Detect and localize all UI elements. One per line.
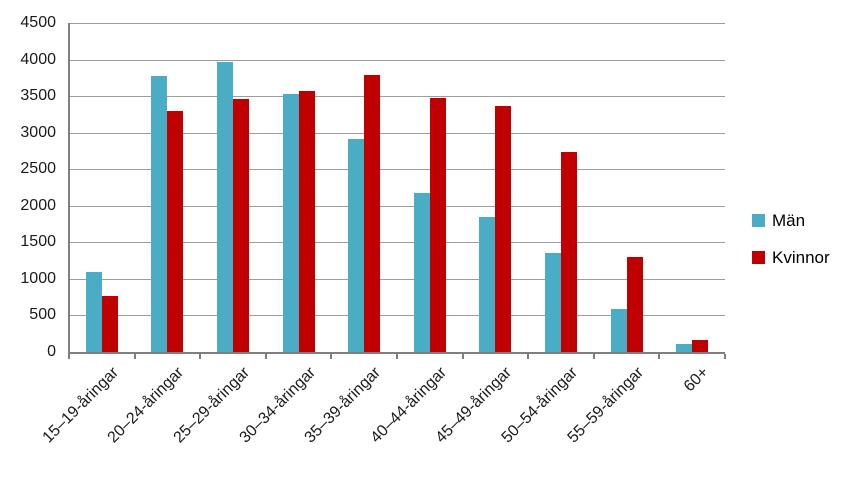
y-axis-tick-label: 500 (29, 306, 56, 324)
bar-män-8 (545, 253, 561, 352)
x-category-label: 50–54-åringar (498, 364, 582, 447)
bar-män-1 (85, 272, 102, 352)
x-category-label: 60+ (680, 364, 713, 396)
bar-kvinnor-5 (364, 75, 381, 352)
bar-män-3 (217, 62, 233, 352)
x-axis-tick (264, 354, 267, 359)
bar-män-10 (676, 344, 693, 352)
x-category-label: 40–44-åringar (367, 364, 450, 447)
legend-entry-man: Män (752, 210, 830, 231)
x-category-label: 45–49-åringar (432, 364, 516, 447)
x-axis-tick (658, 354, 661, 359)
x-axis-tick (724, 354, 726, 359)
gridline (69, 59, 725, 61)
legend-entry-kvinnor: Kvinnor (752, 247, 830, 268)
legend: Män Kvinnor (752, 210, 830, 284)
x-axis-tick (133, 354, 136, 359)
y-axis-tick-label: 2500 (20, 160, 56, 178)
x-category-label: 15–19-åringar (39, 364, 122, 447)
gridline (69, 23, 725, 24)
bar-män-5 (348, 139, 365, 352)
x-category-label: 35–39-åringar (301, 364, 385, 447)
legend-swatch-kvinnor-icon (752, 251, 765, 264)
y-axis-tick-label: 3000 (20, 123, 56, 141)
bar-män-7 (479, 217, 496, 352)
x-axis-tick (199, 354, 202, 359)
bar-kvinnor-1 (101, 296, 118, 352)
x-axis-tick (592, 354, 595, 359)
bar-kvinnor-9 (626, 257, 643, 352)
gridline (69, 278, 725, 280)
x-category-label: 55–59-åringar (564, 364, 647, 447)
x-axis-line (69, 352, 725, 354)
bar-män-6 (413, 193, 430, 352)
x-category-label: 25–29-åringar (170, 364, 254, 447)
legend-label-kvinnor: Kvinnor (772, 248, 830, 267)
bar-män-4 (282, 94, 299, 352)
bar-kvinnor-10 (692, 340, 709, 352)
bar-män-9 (610, 309, 627, 352)
gridline (69, 132, 725, 134)
y-axis-tick-label: 1500 (20, 233, 56, 251)
bar-kvinnor-7 (495, 106, 512, 352)
legend-label-man: Män (772, 211, 806, 230)
bar-kvinnor-3 (233, 99, 249, 352)
gridline (69, 169, 725, 171)
bar-kvinnor-4 (298, 91, 315, 352)
legend-swatch-man-icon (752, 214, 765, 227)
y-axis-tick-label: 3500 (20, 87, 56, 105)
x-axis-tick (527, 354, 530, 359)
bar-kvinnor-6 (429, 98, 446, 352)
x-axis-tick (461, 354, 464, 359)
y-axis-tick-label: 4000 (20, 50, 56, 68)
bar-kvinnor-8 (561, 152, 577, 352)
y-axis-tick-label: 2000 (20, 196, 56, 214)
y-axis-line (68, 23, 70, 354)
gridline (69, 205, 725, 207)
x-axis-tick (396, 354, 398, 359)
x-axis-tick (330, 354, 333, 359)
gridline (69, 96, 725, 98)
gridline (69, 315, 725, 317)
x-category-label: 20–24-åringar (104, 364, 188, 447)
x-axis-tick (68, 354, 70, 359)
bar-män-2 (151, 76, 168, 352)
x-category-label: 30–34-åringar (236, 364, 319, 447)
y-axis-tick-label: 0 (47, 343, 56, 360)
gridline (69, 242, 725, 244)
y-axis-tick-label: 1000 (20, 269, 56, 287)
bar-kvinnor-2 (167, 111, 184, 352)
y-axis-tick-label: 4500 (20, 14, 56, 31)
